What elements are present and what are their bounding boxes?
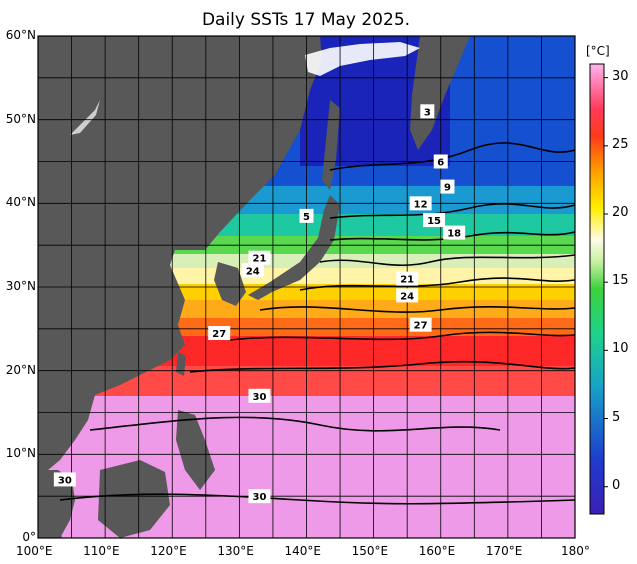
lon-label: 150°E	[351, 544, 389, 558]
contour-label-box	[396, 288, 419, 303]
contour-label-box	[423, 213, 446, 228]
contour-label: 3	[424, 107, 431, 118]
contour-label-box	[299, 208, 314, 223]
contour-label-box	[248, 250, 271, 265]
contour-label: 9	[444, 183, 451, 194]
lon-label: 140°E	[284, 544, 322, 558]
lon-label: 120°E	[150, 544, 187, 558]
colorbar-tick-label: 10	[612, 341, 629, 357]
contour-label: 15	[427, 216, 441, 227]
contour-label-box	[208, 326, 231, 341]
contour-label-box	[409, 317, 432, 332]
contour-label: 30	[58, 475, 72, 486]
korea-land	[214, 262, 246, 306]
japan-land	[248, 195, 340, 300]
contour-label: 24	[400, 291, 414, 302]
lon-label: 100°E	[16, 544, 53, 558]
lat-label: 60°N	[5, 28, 36, 42]
colorbar-tick-label: 30	[612, 68, 629, 84]
contour-label-box	[53, 472, 76, 487]
contour-label-box	[433, 154, 448, 169]
sakhalin-land	[322, 100, 340, 190]
colorbar-tick-label: 5	[612, 409, 621, 425]
contour-label: 24	[246, 266, 260, 277]
colorbar-unit: [°C]	[586, 44, 610, 58]
contour-label-box	[248, 489, 271, 504]
kamchatka-land	[410, 36, 470, 150]
contour-label-box	[440, 179, 455, 194]
contour-lines	[59, 142, 575, 505]
lat-label: 50°N	[5, 111, 36, 126]
colorbar-tick-label: 0	[612, 477, 621, 493]
contour-label-box	[420, 104, 435, 119]
contour-label-box	[409, 196, 432, 211]
sea-ice	[305, 42, 420, 76]
lat-label: 10°N	[5, 446, 36, 461]
contour-label-box	[443, 225, 466, 240]
lat-label: 40°N	[5, 195, 36, 210]
colorbar-tick-label: 25	[612, 136, 629, 152]
asia-land	[38, 36, 322, 470]
lat-label: 20°N	[5, 362, 36, 377]
contour-label: 30	[253, 392, 267, 403]
contour-label: 27	[414, 321, 428, 332]
graticule	[38, 36, 575, 538]
lon-label: 130°E	[217, 544, 254, 558]
contour-label: 27	[212, 329, 226, 340]
contour-label: 6	[437, 158, 444, 169]
lon-label: 110°E	[83, 544, 120, 558]
lon-label: 180°	[561, 544, 590, 558]
colorbar-ticks	[604, 77, 608, 488]
lat-label: 0°	[22, 530, 36, 544]
philippines-land	[176, 410, 215, 490]
lon-label: 160°E	[418, 544, 456, 558]
contour-label: 12	[414, 199, 428, 210]
lat-label: 30°N	[5, 279, 36, 293]
contour-label: 5	[303, 212, 310, 223]
contour-label-box	[248, 388, 271, 403]
contour-label: 18	[447, 229, 461, 240]
sumatra-land	[38, 500, 62, 538]
contour-label-box	[396, 271, 419, 286]
contour-label: 30	[253, 492, 267, 503]
borneo-land	[98, 460, 170, 538]
contour-label-box	[241, 263, 264, 278]
colorbar-tick-label: 20	[612, 205, 629, 220]
taiwan-land	[176, 352, 186, 376]
colorbar	[589, 63, 605, 515]
map-frame	[37, 35, 576, 539]
contour-label: 21	[400, 275, 414, 286]
map-title: Daily SSTs 17 May 2025.	[201, 10, 411, 30]
colorbar-tick-label: 15	[612, 273, 629, 289]
contour-label: 21	[253, 254, 267, 265]
lon-label: 170°E	[485, 544, 523, 558]
